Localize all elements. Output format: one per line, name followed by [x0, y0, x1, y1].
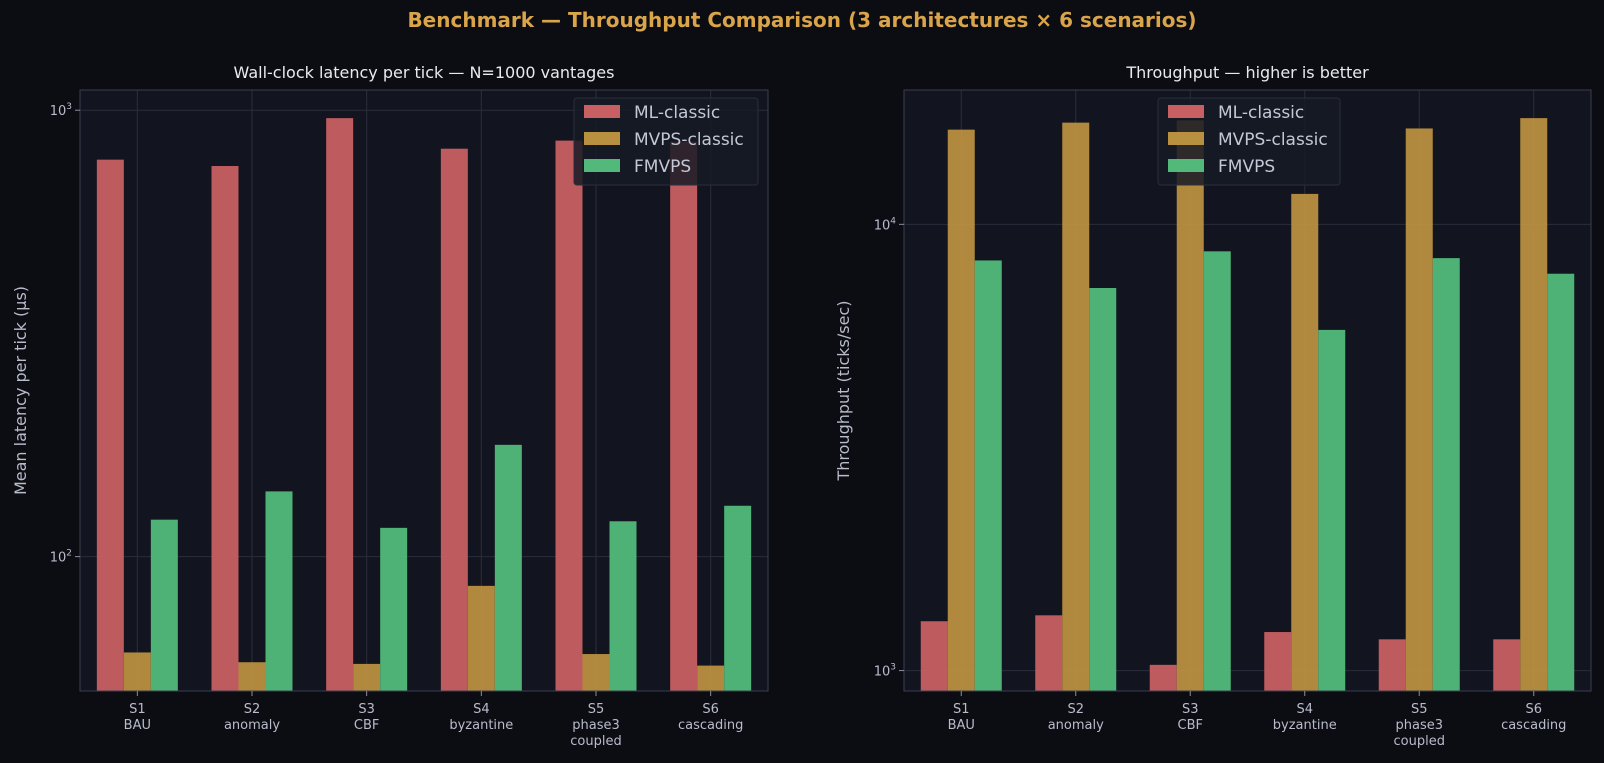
x-tick-label: S2 anomaly — [224, 702, 280, 733]
bar — [440, 148, 468, 692]
bar — [1520, 118, 1548, 691]
x-tick-label: S1 BAU — [124, 702, 151, 733]
bar — [947, 129, 975, 692]
legend-swatch — [584, 132, 620, 145]
y-tick-label: 103 — [874, 663, 896, 680]
x-tick-label: S4 byzantine — [449, 702, 513, 733]
bar — [494, 444, 522, 691]
bar — [609, 521, 637, 691]
bar — [238, 662, 266, 691]
bar — [211, 166, 239, 692]
y-tick-label: 104 — [874, 216, 897, 233]
legend-label: MVPS-classic — [1218, 130, 1328, 150]
bar — [1203, 251, 1231, 691]
legend-swatch — [1168, 132, 1204, 145]
bar — [1432, 258, 1460, 691]
legend-swatch — [584, 105, 620, 118]
bar — [1547, 273, 1575, 691]
axes-frame — [79, 89, 769, 692]
bar — [1062, 122, 1090, 691]
bar — [1291, 193, 1319, 692]
bar — [724, 505, 752, 691]
y-tick-label: 103 — [50, 102, 72, 119]
plot-area — [904, 90, 1591, 691]
bar — [265, 491, 293, 691]
axes-frame — [903, 89, 1592, 692]
bar — [920, 621, 948, 691]
y-axis-label: Mean latency per tick (µs) — [11, 286, 30, 495]
bar — [582, 654, 610, 691]
y-tick-label: 102 — [50, 549, 72, 566]
y-axis-label: Throughput (ticks/sec) — [834, 301, 853, 482]
legend-swatch — [584, 159, 620, 172]
latency-chart: 102 103 S1 BAU S2 anomaly S3 CBF S4 byzantine S5 ph… — [11, 63, 769, 749]
bar — [1378, 639, 1406, 691]
bar — [670, 141, 698, 692]
x-tick-label: S5 phase3 coupled — [570, 702, 621, 749]
chart-title: Throughput — higher is better — [1125, 63, 1369, 82]
bar — [96, 159, 124, 692]
bar — [1493, 639, 1521, 691]
figure-title: Benchmark — Throughput Comparison (3 arc… — [407, 8, 1197, 32]
bar — [1264, 632, 1292, 691]
x-tick-label: S5 phase3 coupled — [1394, 702, 1445, 749]
bar — [123, 652, 151, 691]
x-tick-label: S2 anomaly — [1048, 702, 1104, 733]
bar — [555, 140, 583, 691]
x-tick-label: S6 cascading — [678, 702, 743, 733]
throughput-chart: 103 104 S1 BAU S2 anomaly S3 CBF S4 byzantine S5 ph… — [834, 63, 1592, 749]
legend-label: FMVPS — [1218, 157, 1275, 177]
bar — [1176, 120, 1204, 691]
x-tick-label: S3 CBF — [1178, 702, 1203, 733]
x-tick-label: S3 CBF — [354, 702, 379, 733]
bar — [1035, 615, 1063, 691]
legend-swatch — [1168, 159, 1204, 172]
bar — [697, 665, 725, 691]
bar — [150, 519, 178, 691]
legend-label: MVPS-classic — [634, 130, 744, 150]
bar — [1405, 128, 1433, 691]
legend-label: ML-classic — [634, 103, 720, 123]
bar — [1318, 329, 1346, 691]
bar — [326, 118, 354, 691]
bar — [1149, 664, 1177, 691]
legend-label: ML-classic — [1218, 103, 1304, 123]
plot-area — [80, 90, 768, 691]
bar — [974, 260, 1002, 691]
bar — [1089, 287, 1117, 691]
x-tick-label: S4 byzantine — [1273, 702, 1337, 733]
bar — [353, 663, 381, 691]
legend-swatch — [1168, 105, 1204, 118]
bar — [380, 527, 408, 691]
x-tick-label: S6 cascading — [1501, 702, 1566, 733]
x-tick-label: S1 BAU — [948, 702, 975, 733]
bar — [467, 585, 495, 691]
chart-title: Wall-clock latency per tick — N=1000 van… — [234, 63, 615, 82]
legend-label: FMVPS — [634, 157, 691, 177]
